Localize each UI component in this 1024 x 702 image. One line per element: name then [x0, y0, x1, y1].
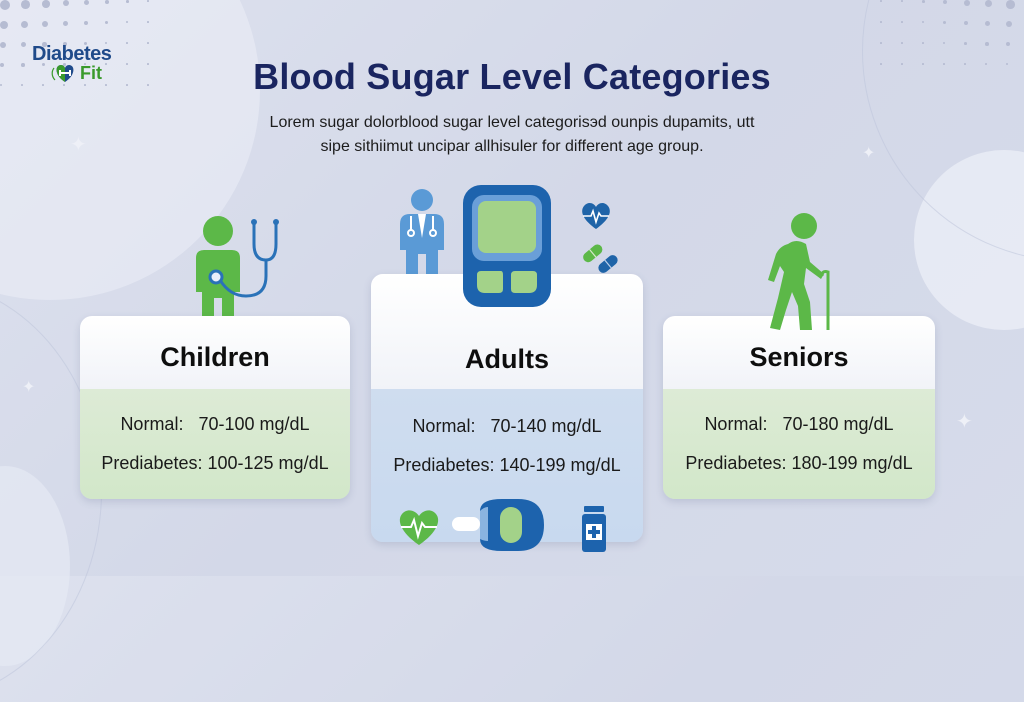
- prediabetes-label: Prediabetes:: [101, 453, 203, 473]
- child-with-stethoscope-icon: [196, 216, 279, 336]
- normal-range-row: Normal: 70-140 mg/dL: [412, 416, 601, 437]
- prediabetes-label: Prediabetes:: [685, 453, 787, 473]
- normal-value: 70-100 mg/dL: [198, 414, 310, 434]
- prediabetes-value: 180-199 mg/dL: [791, 453, 913, 473]
- prediabetes-range-row: Prediabetes: 180-199 mg/dL: [685, 453, 912, 474]
- glucose-meter-icon: [463, 185, 551, 307]
- senior-with-cane-icon: [768, 213, 830, 330]
- subtitle-line: Lorem sugar dolorblood sugar level categ…: [269, 114, 755, 131]
- logo-text-bottom: Fit: [80, 63, 102, 83]
- brand-logo: Diabetes Fit: [32, 44, 142, 84]
- card-title: Seniors: [663, 316, 935, 389]
- subtitle-line: sipe sithiimut uncipar allhisuler for di…: [320, 138, 704, 155]
- prediabetes-range-row: Prediabetes: 140-199 mg/dL: [393, 455, 620, 476]
- sparkle-icon: ✦: [956, 411, 973, 433]
- dot-pattern: [880, 0, 1024, 80]
- normal-value: 70-140 mg/dL: [490, 416, 602, 436]
- card-title: Children: [80, 316, 350, 389]
- prediabetes-value: 140-199 mg/dL: [499, 455, 621, 475]
- heart-pulse-icon: [582, 203, 610, 229]
- normal-range-row: Normal: 70-180 mg/dL: [704, 414, 893, 435]
- page-title: Blood Sugar Level Categories: [253, 56, 771, 97]
- logo-text-top: Diabetes: [32, 43, 112, 65]
- sparkle-icon: ✦: [862, 145, 876, 162]
- pills-icon: [583, 244, 618, 273]
- normal-range-row: Normal: 70-100 mg/dL: [120, 414, 309, 435]
- normal-label: Normal:: [412, 416, 476, 436]
- lancet-device-icon: [452, 499, 544, 551]
- normal-value: 70-180 mg/dL: [782, 414, 894, 434]
- page-subtitle: Lorem sugar dolorblood sugar level categ…: [200, 111, 824, 159]
- sparkle-icon: ✦: [22, 379, 36, 396]
- doctor-icon: [400, 189, 444, 276]
- category-card-children: Children Normal: 70-100 mg/dL Prediabete…: [80, 316, 350, 499]
- prediabetes-range-row: Prediabetes: 100-125 mg/dL: [101, 453, 328, 474]
- sparkle-icon: ✦: [70, 134, 87, 156]
- prediabetes-label: Prediabetes:: [393, 455, 495, 475]
- medicine-bottle-icon: [582, 506, 606, 552]
- category-card-seniors: Seniors Normal: 70-180 mg/dL Prediabetes…: [663, 316, 935, 499]
- dot-pattern: [0, 0, 160, 90]
- normal-label: Normal:: [120, 414, 184, 434]
- heart-pulse-icon: [399, 510, 439, 545]
- prediabetes-value: 100-125 mg/dL: [207, 453, 329, 473]
- heart-dumbbell-icon: [51, 65, 74, 82]
- normal-label: Normal:: [704, 414, 768, 434]
